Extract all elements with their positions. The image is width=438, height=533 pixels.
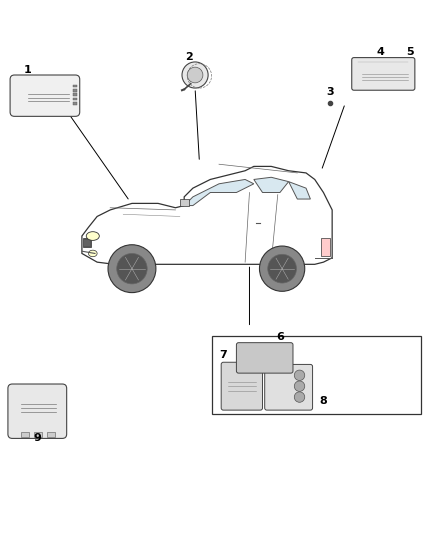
Circle shape <box>294 392 305 402</box>
Text: 6: 6 <box>276 333 284 343</box>
Circle shape <box>187 67 203 83</box>
Text: 5: 5 <box>407 47 414 58</box>
FancyBboxPatch shape <box>265 365 313 410</box>
FancyBboxPatch shape <box>352 58 415 90</box>
Bar <box>73 102 77 104</box>
FancyBboxPatch shape <box>10 75 80 116</box>
Polygon shape <box>82 166 332 264</box>
Text: 3: 3 <box>326 86 334 96</box>
Polygon shape <box>289 182 311 199</box>
Text: 8: 8 <box>320 395 327 406</box>
Bar <box>321 238 330 256</box>
Bar <box>212 336 421 415</box>
Bar <box>73 85 77 87</box>
Polygon shape <box>180 199 188 206</box>
Ellipse shape <box>86 232 99 240</box>
Text: 1: 1 <box>24 65 32 75</box>
Text: 2: 2 <box>185 52 192 62</box>
Bar <box>73 89 77 92</box>
Circle shape <box>108 245 156 293</box>
Bar <box>21 432 29 437</box>
Polygon shape <box>254 177 289 192</box>
FancyBboxPatch shape <box>237 343 293 373</box>
Circle shape <box>268 254 297 283</box>
Bar <box>73 98 77 100</box>
Bar <box>34 432 42 437</box>
Bar <box>73 93 77 96</box>
Circle shape <box>259 246 305 292</box>
Text: 4: 4 <box>376 47 384 58</box>
Text: 9: 9 <box>34 433 42 443</box>
Polygon shape <box>83 238 91 247</box>
Circle shape <box>294 381 305 391</box>
Polygon shape <box>184 180 254 206</box>
FancyBboxPatch shape <box>8 384 67 439</box>
Circle shape <box>294 370 305 381</box>
FancyBboxPatch shape <box>221 362 262 410</box>
Circle shape <box>182 62 208 88</box>
Bar <box>47 432 55 437</box>
Ellipse shape <box>88 250 97 257</box>
Text: 7: 7 <box>219 350 227 360</box>
Circle shape <box>117 254 147 284</box>
